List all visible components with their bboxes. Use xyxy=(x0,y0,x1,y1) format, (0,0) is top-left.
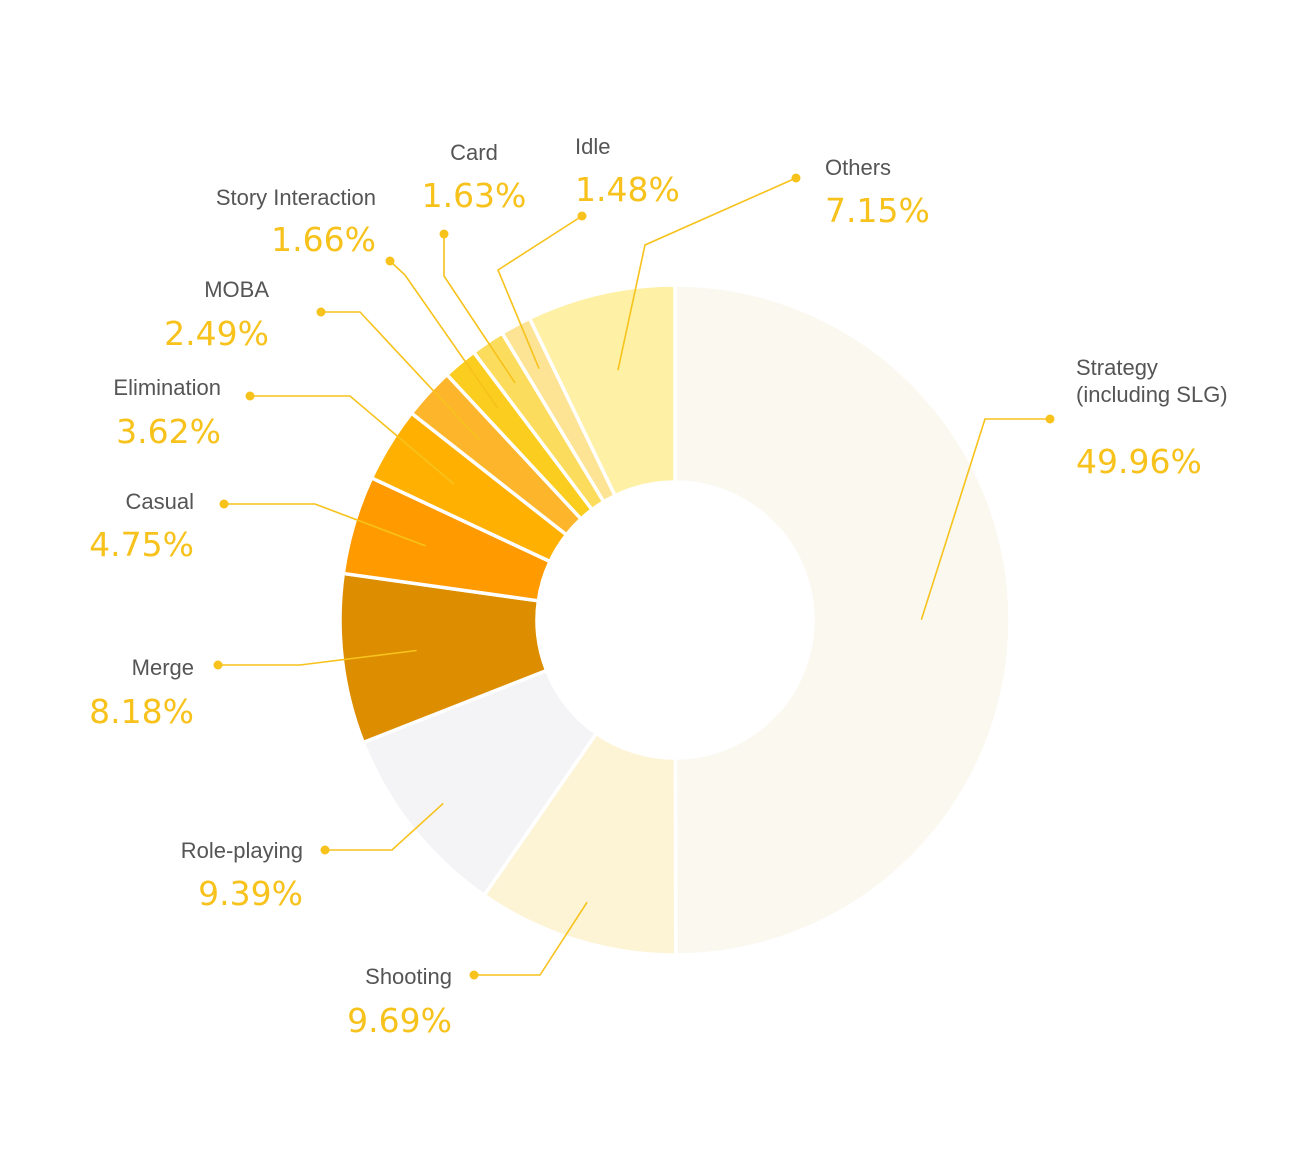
leader-dot-1 xyxy=(469,970,479,980)
slice-label-9: Idle xyxy=(575,134,610,159)
leader-line-7 xyxy=(389,260,499,409)
slice-value-6: 2.49% xyxy=(164,314,269,353)
slice-value-9: 1.48% xyxy=(575,170,680,209)
leader-dot-2 xyxy=(320,845,330,855)
slice-value-3: 8.18% xyxy=(89,692,194,731)
leader-line-9 xyxy=(497,215,583,369)
leader-line-4 xyxy=(224,503,426,547)
leader-line-0 xyxy=(920,418,1050,620)
slice-label-10: Others xyxy=(825,155,891,180)
slice-label-1: Shooting xyxy=(365,964,452,989)
slice-value-2: 9.39% xyxy=(198,874,303,913)
leader-line-2 xyxy=(325,802,444,851)
slice-value-8: 1.63% xyxy=(422,176,527,215)
slice-value-7: 1.66% xyxy=(271,220,376,259)
leader-dot-9 xyxy=(577,211,587,221)
leader-dot-7 xyxy=(385,256,395,266)
slices-group xyxy=(338,283,1012,957)
slice-1 xyxy=(482,731,678,957)
leader-dot-8 xyxy=(439,229,449,239)
slice-label-4: Casual xyxy=(126,489,194,514)
leader-line-1 xyxy=(474,901,588,976)
slice-value-10: 7.15% xyxy=(825,191,930,230)
slice-label-2: Role-playing xyxy=(181,838,303,863)
labels-group: Strategy (including SLG) 49.96% Shooting 9.6… xyxy=(89,134,1227,1040)
leader-line-3 xyxy=(218,649,417,666)
slice-10 xyxy=(527,283,677,498)
slice-label-0: Strategy (including SLG) xyxy=(1076,355,1228,407)
leader-lines-group xyxy=(213,173,1055,980)
leader-dot-4 xyxy=(219,499,229,509)
leader-line-8 xyxy=(443,234,516,384)
leader-line-6 xyxy=(321,311,480,441)
leader-dot-5 xyxy=(245,391,255,401)
leader-line-10 xyxy=(617,177,797,371)
slice-label-6: MOBA xyxy=(204,277,269,302)
slice-value-1: 9.69% xyxy=(347,1001,452,1040)
slice-label-3: Merge xyxy=(132,655,194,680)
leader-dot-10 xyxy=(791,173,801,183)
leader-dot-0 xyxy=(1045,414,1055,424)
slice-value-0: 49.96% xyxy=(1076,442,1202,481)
slice-label-7: Story Interaction xyxy=(216,185,376,210)
leader-line-5 xyxy=(250,395,454,485)
slice-value-4: 4.75% xyxy=(89,525,194,564)
leader-dot-6 xyxy=(316,307,326,317)
slice-label-5: Elimination xyxy=(113,375,221,400)
slice-0 xyxy=(673,283,1012,957)
slice-value-5: 3.62% xyxy=(116,412,221,451)
slice-label-8: Card xyxy=(450,140,498,165)
leader-dot-3 xyxy=(213,660,223,670)
